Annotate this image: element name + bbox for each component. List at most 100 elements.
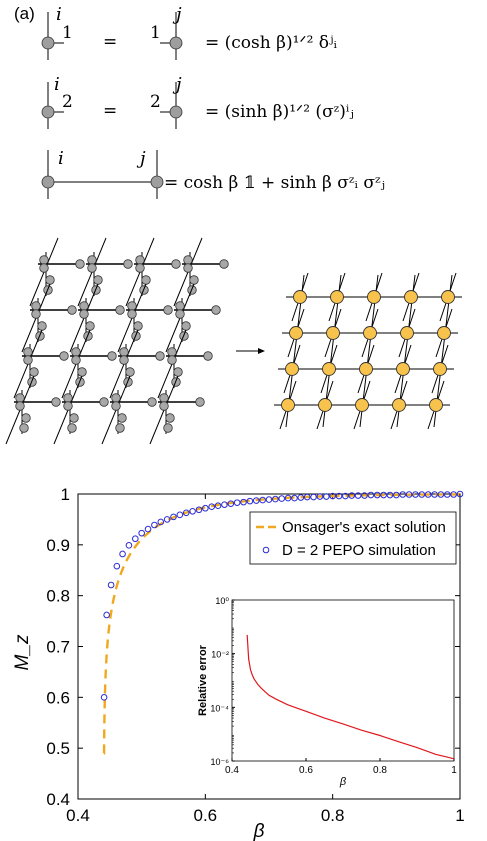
- pepo-data-point: [450, 491, 457, 498]
- grey-tensor-node: [71, 355, 81, 365]
- pepo-data-point: [437, 491, 445, 498]
- grey-tensor-node: [155, 351, 165, 361]
- pepo-data-point: [354, 492, 362, 499]
- eq1-left-bond-index: 1: [62, 23, 73, 43]
- grey-tensor-node: [167, 347, 177, 357]
- eq1-rhs: = (cosh β)¹ᐟ² δʲᵢ: [205, 33, 337, 53]
- orange-tensor-node: [281, 398, 295, 412]
- pepo-data-point: [316, 493, 324, 500]
- orange-tensor-node: [285, 362, 299, 376]
- pepo-data-point: [221, 501, 228, 508]
- grey-tensor-node: [31, 301, 41, 311]
- pepo-data-point: [456, 490, 464, 498]
- pepo-data-point: [214, 502, 222, 509]
- orange-tensor-node: [367, 290, 381, 304]
- grey-tensor-node: [167, 355, 177, 365]
- grey-tensor-node: [171, 259, 181, 269]
- grey-tensor-node: [79, 309, 89, 319]
- pepo-data-point: [443, 491, 451, 498]
- equation-row-2: [41, 82, 183, 129]
- grey-tensor-node: [165, 413, 175, 423]
- pepo-data-point: [348, 492, 356, 499]
- inset-y-tick-label: 10⁻⁴: [210, 703, 229, 713]
- grey-tensor-node: [15, 401, 25, 411]
- grey-tensor-node: [173, 367, 183, 377]
- orange-tensor-node: [326, 326, 340, 340]
- eq2-left-top-index: i: [54, 74, 60, 95]
- pepo-data-point: [297, 494, 305, 501]
- grey-tensor-node: [87, 263, 97, 273]
- grey-tensor-node: [175, 309, 185, 319]
- eq2-right-bond-index: 2: [150, 92, 161, 112]
- pepo-data-point: [132, 535, 139, 543]
- tensor-node: [150, 175, 164, 189]
- pepo-data-point: [386, 491, 394, 499]
- pepo-data-point: [119, 550, 126, 558]
- orange-tensor-node: [433, 362, 447, 376]
- pepo-data-point: [405, 491, 413, 498]
- grey-tensor-node: [37, 321, 47, 331]
- orange-tensor-node: [396, 362, 410, 376]
- pepo-data-point: [380, 491, 387, 499]
- grey-tensor-node: [219, 259, 229, 269]
- pepo-data-point: [227, 500, 235, 507]
- grey-tensor-node: [15, 393, 25, 403]
- grey-tensor-node: [163, 305, 173, 315]
- inset-y-tick-label: 10⁰: [215, 596, 229, 606]
- tensor-node: [169, 105, 183, 119]
- eq2-left-bond-index: 2: [62, 92, 73, 112]
- grey-tensor-node: [75, 259, 85, 269]
- y-tick-label: 0.5: [46, 739, 70, 758]
- grey-tensor-node: [141, 275, 151, 285]
- orange-tensor-node: [392, 398, 406, 412]
- pepo-data-point: [335, 492, 343, 500]
- x-tick-label: 0.6: [194, 806, 218, 825]
- eq3-left-top-index: i: [58, 148, 64, 169]
- grey-tensor-node: [135, 255, 145, 265]
- grey-tensor-node: [203, 351, 213, 361]
- pepo-data-point: [278, 495, 286, 502]
- orange-tensor-node: [437, 326, 451, 340]
- grey-tensor-node: [93, 275, 103, 285]
- grey-tensor-node: [133, 321, 143, 331]
- pepo-data-point: [107, 581, 115, 589]
- orange-tensor-node: [289, 326, 303, 340]
- pepo-data-point: [240, 498, 247, 506]
- eq1-right-top-index: j: [176, 4, 182, 25]
- pepo-data-point: [291, 494, 298, 502]
- grey-tensor-node: [39, 263, 49, 273]
- y-tick-label: 0.6: [46, 688, 70, 707]
- grey-tensor-node: [29, 367, 39, 377]
- lattice-illustration: [5, 237, 462, 445]
- orange-tensor-node: [293, 290, 307, 304]
- grey-tensor-node: [67, 423, 77, 433]
- grey-tensor-node: [31, 309, 41, 319]
- tensor-node: [41, 36, 55, 50]
- y-tick-label: 0.7: [46, 638, 70, 657]
- pepo-data-point: [399, 491, 407, 498]
- y-tick-label: 0.4: [46, 790, 70, 809]
- grey-tensor-node: [135, 263, 145, 273]
- grey-tensor-node: [99, 397, 109, 407]
- pepo-data-point: [412, 491, 419, 498]
- pepo-data-point: [170, 513, 177, 521]
- grey-tensor-node: [127, 301, 137, 311]
- grey-tensor-node: [69, 413, 79, 423]
- pepo-data-point: [418, 491, 426, 498]
- inset-frame: [231, 599, 455, 762]
- x-tick-label: 0.8: [321, 806, 345, 825]
- pepo-data-point: [125, 542, 133, 549]
- grey-tensor-node: [115, 305, 125, 315]
- grey-tensor-node: [107, 351, 117, 361]
- tensor-node: [169, 36, 183, 50]
- eq3-right-top-index: j: [140, 148, 146, 169]
- orange-tensor-node: [400, 326, 414, 340]
- orange-tensor-node: [441, 290, 455, 304]
- inset-x-tick-label: 1: [451, 765, 457, 776]
- grey-tensor-node: [159, 401, 169, 411]
- pepo-data-point: [138, 529, 145, 537]
- pepo-data-point: [367, 491, 375, 499]
- pepo-data-point: [323, 493, 330, 500]
- pepo-data-point: [144, 525, 152, 533]
- orange-tensor-node: [359, 362, 373, 376]
